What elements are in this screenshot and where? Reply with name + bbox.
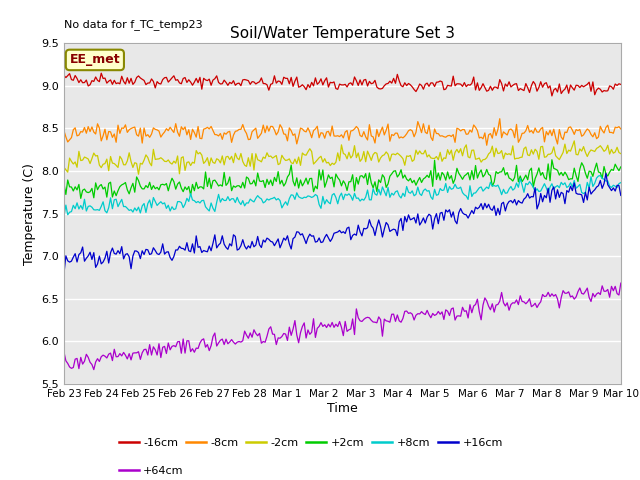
+64cm: [392, 318, 399, 324]
-8cm: [568, 127, 576, 133]
-2cm: [403, 153, 410, 159]
+2cm: [77, 195, 84, 201]
-16cm: [403, 83, 410, 88]
-2cm: [566, 148, 574, 154]
-2cm: [570, 138, 578, 144]
-16cm: [617, 82, 625, 87]
-2cm: [134, 171, 142, 177]
X-axis label: Time: Time: [327, 402, 358, 415]
+2cm: [394, 174, 401, 180]
-16cm: [62, 75, 70, 81]
+16cm: [529, 194, 537, 200]
+16cm: [565, 189, 573, 195]
+2cm: [392, 168, 399, 174]
+8cm: [529, 184, 537, 190]
+16cm: [390, 226, 397, 232]
-2cm: [617, 151, 625, 156]
+2cm: [548, 157, 556, 163]
Text: No data for f_TC_temp23: No data for f_TC_temp23: [64, 19, 203, 30]
-16cm: [60, 72, 68, 78]
Title: Soil/Water Temperature Set 3: Soil/Water Temperature Set 3: [230, 25, 455, 41]
-2cm: [392, 152, 399, 158]
+64cm: [90, 367, 98, 372]
-8cm: [62, 134, 70, 140]
-8cm: [401, 133, 408, 139]
+8cm: [62, 202, 70, 208]
-2cm: [62, 167, 70, 173]
-8cm: [392, 130, 399, 136]
-16cm: [548, 93, 556, 99]
+64cm: [531, 300, 539, 306]
-8cm: [60, 128, 68, 134]
Line: +64cm: +64cm: [64, 283, 621, 370]
-16cm: [394, 72, 401, 77]
+64cm: [403, 308, 410, 314]
+2cm: [403, 176, 410, 182]
+2cm: [531, 176, 539, 181]
+8cm: [401, 193, 408, 199]
+16cm: [617, 192, 625, 198]
+64cm: [617, 280, 625, 286]
-8cm: [617, 126, 625, 132]
Line: -16cm: -16cm: [64, 73, 621, 96]
-8cm: [496, 116, 504, 121]
+64cm: [60, 349, 68, 355]
-2cm: [394, 150, 401, 156]
-16cm: [531, 81, 539, 87]
+16cm: [401, 214, 408, 219]
+8cm: [392, 189, 399, 195]
Y-axis label: Temperature (C): Temperature (C): [23, 163, 36, 264]
+2cm: [617, 164, 625, 170]
+64cm: [394, 312, 401, 318]
+64cm: [566, 294, 574, 300]
+8cm: [617, 180, 625, 185]
-8cm: [533, 129, 541, 135]
+8cm: [565, 183, 573, 189]
+16cm: [602, 170, 610, 176]
+2cm: [60, 181, 68, 187]
Line: +8cm: +8cm: [64, 176, 621, 216]
+8cm: [390, 192, 397, 198]
+16cm: [60, 270, 68, 276]
+2cm: [568, 176, 576, 182]
-2cm: [531, 146, 539, 152]
+2cm: [62, 192, 70, 197]
-16cm: [97, 70, 105, 76]
Text: EE_met: EE_met: [70, 53, 120, 66]
+64cm: [62, 358, 70, 364]
-16cm: [568, 85, 576, 91]
Line: +16cm: +16cm: [64, 173, 621, 273]
Line: +2cm: +2cm: [64, 160, 621, 198]
+8cm: [596, 173, 604, 179]
-2cm: [60, 165, 68, 170]
+16cm: [62, 253, 70, 259]
Legend: +64cm: +64cm: [114, 461, 188, 480]
Line: -8cm: -8cm: [64, 119, 621, 145]
-8cm: [390, 132, 397, 138]
+16cm: [392, 227, 399, 233]
-16cm: [392, 81, 399, 86]
+8cm: [60, 213, 68, 219]
Line: -2cm: -2cm: [64, 141, 621, 174]
-8cm: [483, 143, 491, 148]
